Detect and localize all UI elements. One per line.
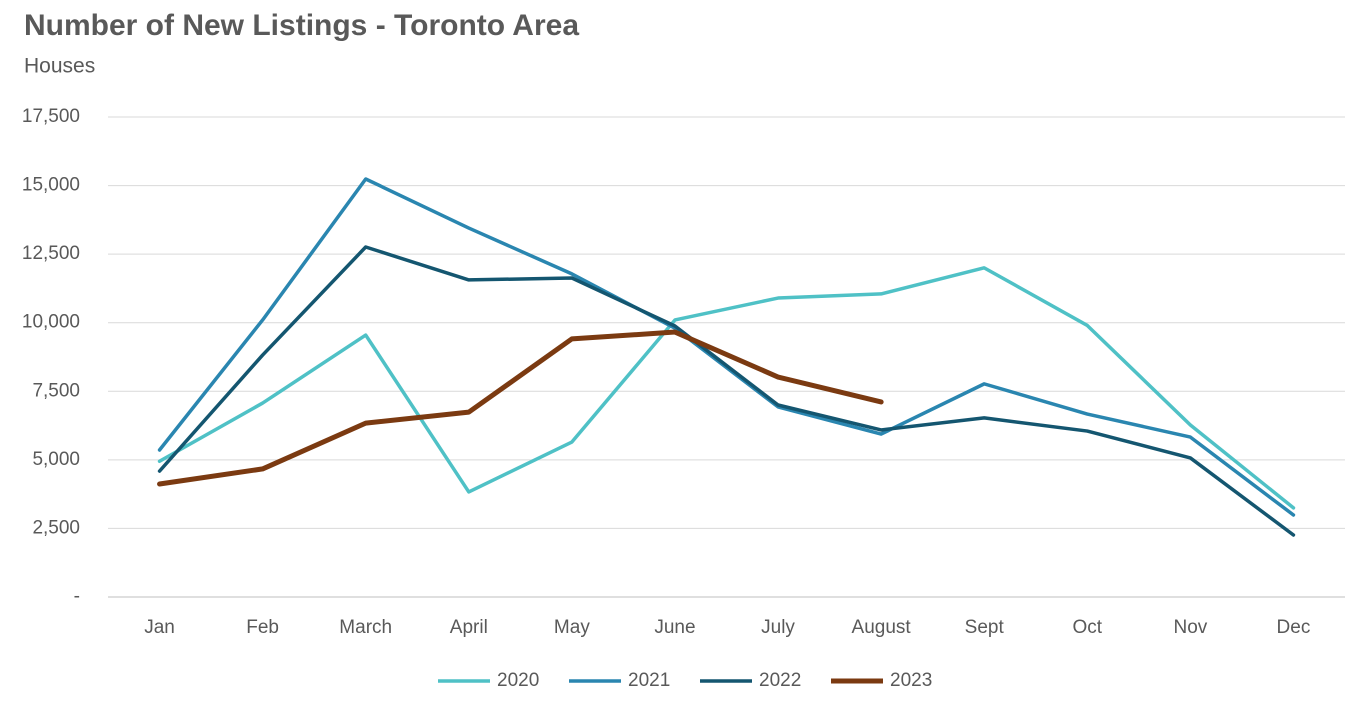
y-tick-label: 7,500: [32, 380, 80, 401]
series-line: [157, 177, 1296, 517]
x-tick-label: July: [761, 617, 795, 638]
y-tick-label: 17,500: [22, 106, 80, 127]
x-tick-label: March: [339, 617, 392, 638]
x-tick-label: April: [450, 617, 488, 638]
y-tick-label: -: [74, 586, 80, 607]
legend-label: 2020: [497, 670, 539, 691]
x-tick-label: Nov: [1173, 617, 1207, 638]
y-tick-label: 5,000: [32, 449, 80, 470]
chart-subtitle: Houses: [24, 55, 95, 78]
x-tick-label: May: [554, 617, 590, 638]
legend-label: 2023: [890, 670, 932, 691]
legend-label: 2022: [759, 670, 801, 691]
x-tick-label: June: [654, 617, 695, 638]
legend-label: 2021: [628, 670, 670, 691]
x-tick-label: Sept: [965, 617, 1005, 638]
x-tick-label: Feb: [246, 617, 279, 638]
x-tick-label: Jan: [144, 617, 175, 638]
series-line: [157, 245, 1296, 537]
x-tick-label: Oct: [1073, 617, 1103, 638]
x-tick-label: Dec: [1277, 617, 1311, 638]
chart-title: Number of New Listings - Toronto Area: [24, 9, 579, 42]
x-tick-label: August: [852, 617, 912, 638]
y-tick-label: 15,000: [22, 175, 80, 196]
series-line: [157, 329, 884, 487]
series-line: [157, 266, 1296, 510]
y-tick-label: 12,500: [22, 243, 80, 264]
y-tick-label: 10,000: [22, 312, 80, 333]
y-tick-label: 2,500: [32, 517, 80, 538]
